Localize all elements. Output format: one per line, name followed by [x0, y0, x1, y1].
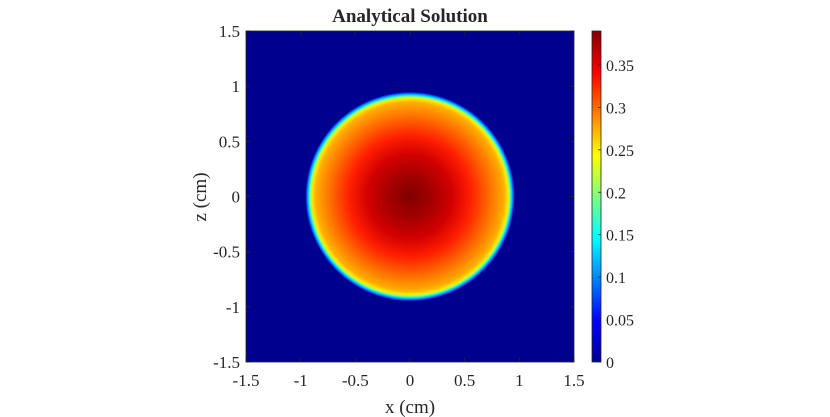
colorbar-tick-label: 0.2: [606, 185, 626, 202]
colorbar-tick-label: 0.25: [606, 143, 634, 160]
colorbar-tick-label: 0.35: [606, 58, 634, 75]
x-tick-label: -0.5: [342, 371, 369, 390]
y-tick-label: -1.5: [213, 353, 240, 372]
colorbar-ticks: 0 0.05 0.1 0.15 0.2 0.25 0.3 0.35: [598, 58, 634, 372]
x-tick-label: 1.5: [563, 371, 584, 390]
x-axis-label: x (cm): [385, 397, 435, 417]
y-tick-label: 0: [232, 188, 241, 207]
y-axis-label: z (cm): [190, 172, 211, 221]
colorbar-frame: [591, 30, 602, 363]
x-tick-label: 0.5: [454, 371, 475, 390]
colorbar-tick-label: 0.05: [606, 313, 634, 330]
colorbar-tick-label: 0.3: [606, 100, 626, 117]
x-tick-label: -1.5: [233, 371, 260, 390]
colorbar-tick-label: 0.15: [606, 228, 634, 245]
colorbar: 0 0.05 0.1 0.15 0.2 0.25 0.3 0.35: [591, 30, 634, 372]
y-tick-label: 0.5: [219, 132, 240, 151]
y-axis: -1.5 -1 -0.5 0 0.5 1 1.5: [213, 22, 574, 372]
x-tick-label: 0: [406, 371, 415, 390]
colorbar-tick-label: 0.1: [606, 270, 626, 287]
y-tick-label: -1: [226, 298, 240, 317]
x-axis: -1.5 -1 -0.5 0 0.5 1 1.5: [233, 31, 585, 390]
y-tick-label: -0.5: [213, 243, 240, 262]
x-tick-label: 1: [515, 371, 524, 390]
chart-title: Analytical Solution: [332, 6, 488, 27]
plot-area: -1.5 -1 -0.5 0 0.5 1 1.5 -1.5 -1 -0.5 0 0.5 1 1.5: [213, 22, 585, 390]
colorbar-tick-label: 0: [606, 355, 614, 372]
x-tick-label: -1: [294, 371, 308, 390]
y-tick-label: 1.5: [219, 22, 240, 41]
heatmap-disk: [305, 92, 515, 301]
colorbar-fill: [592, 31, 601, 362]
y-tick-label: 1: [232, 77, 241, 96]
